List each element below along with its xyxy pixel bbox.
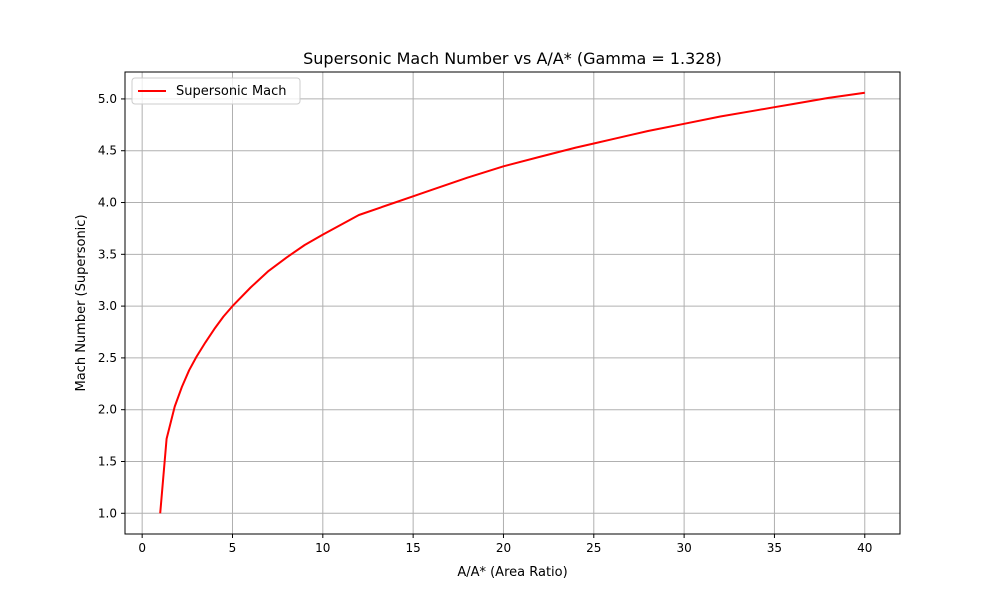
y-tick-label: 3.5 (98, 247, 117, 261)
x-axis-label: A/A* (Area Ratio) (457, 565, 567, 580)
x-tick-label: 0 (138, 541, 146, 555)
y-tick-label: 1.5 (98, 454, 117, 468)
x-tick-label: 20 (496, 541, 511, 555)
legend: Supersonic Mach (131, 77, 301, 105)
x-tick-label: 35 (767, 541, 782, 555)
legend-box (131, 77, 301, 105)
y-tick-label: 5.0 (98, 92, 117, 106)
y-tick-label: 2.5 (98, 351, 117, 365)
x-tick-label: 40 (857, 541, 872, 555)
y-tick-label: 4.0 (98, 196, 117, 210)
x-ticks: 0 5 10 15 20 25 30 35 40 (138, 534, 872, 555)
x-tick-label: 10 (315, 541, 330, 555)
plot-frame (124, 71, 901, 535)
x-tick-label: 15 (406, 541, 421, 555)
legend-label: Supersonic Mach (176, 84, 287, 99)
x-tick-label: 25 (586, 541, 601, 555)
x-tick-label: 30 (676, 541, 691, 555)
grid (125, 72, 900, 534)
y-tick-label: 4.5 (98, 144, 117, 158)
y-tick-label: 3.0 (98, 299, 117, 313)
y-tick-label: 1.0 (98, 506, 117, 520)
plot-area (125, 72, 900, 534)
series-layer (159, 91, 865, 514)
x-tick-label: 5 (229, 541, 237, 555)
y-tick-label: 2.0 (98, 403, 117, 417)
y-axis-label: Mach Number (Supersonic) (74, 214, 89, 391)
series-line-supersonic-mach (159, 91, 865, 514)
y-ticks: 1.0 1.5 2.0 2.5 3.0 3.5 4.0 4.5 5.0 (98, 92, 125, 520)
chart-title: Supersonic Mach Number vs A/A* (Gamma = … (303, 49, 722, 68)
